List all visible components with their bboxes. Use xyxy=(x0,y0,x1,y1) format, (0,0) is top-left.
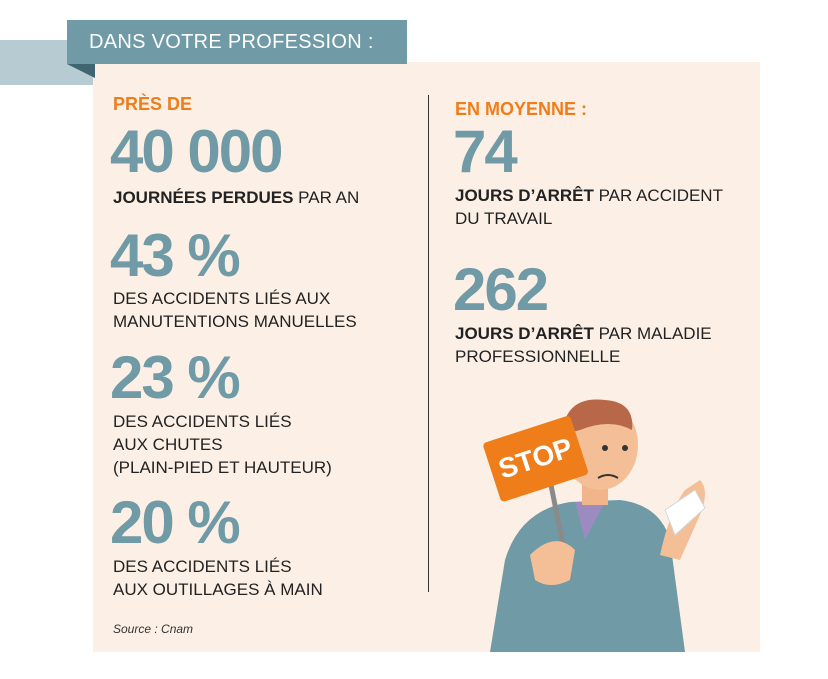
stat-text: JOURS D’ARRÊT PAR ACCIDENT DU TRAVAIL xyxy=(455,184,723,230)
text: DES ACCIDENTS LIÉS xyxy=(113,557,292,576)
text: AUX CHUTES xyxy=(113,435,223,454)
stop-sign: STOP xyxy=(483,416,588,502)
eye xyxy=(602,445,608,451)
body xyxy=(490,500,685,652)
text: MANUTENTIONS MANUELLES xyxy=(113,312,357,331)
intro: PRÈS DE xyxy=(113,94,193,114)
stat-text: JOURNÉES PERDUES PAR AN xyxy=(113,186,359,209)
bold-text: JOURS D’ARRÊT xyxy=(455,324,594,343)
text: PAR AN xyxy=(298,188,360,207)
bold-text: JOURNÉES PERDUES xyxy=(113,188,294,207)
bandage xyxy=(664,489,706,536)
stat-text: DES ACCIDENTS LIÉS AUX OUTILLAGES À MAIN xyxy=(113,555,323,601)
figure: 40 000 xyxy=(110,118,284,185)
eye xyxy=(622,445,628,451)
figure: 43 % xyxy=(110,222,241,289)
text: DES ACCIDENTS LIÉS xyxy=(113,412,292,431)
banner-fold xyxy=(67,64,95,78)
stat-text: DES ACCIDENTS LIÉS AUX CHUTES (PLAIN-PIED … xyxy=(113,410,332,479)
sign-board xyxy=(483,416,588,502)
stat-text: DES ACCIDENTS LIÉS AUX MANUTENTIONS MANUE… xyxy=(113,287,357,333)
hair xyxy=(562,399,633,435)
hand xyxy=(530,541,575,585)
stat-text: JOURS D’ARRÊT PAR MALADIE PROFESSIONNELLE xyxy=(455,322,712,368)
shirt xyxy=(575,502,605,540)
text: DU TRAVAIL xyxy=(455,209,553,228)
text: PROFESSIONNELLE xyxy=(455,347,621,366)
text: (PLAIN-PIED ET HAUTEUR) xyxy=(113,458,332,477)
bold-text: JOURS D’ARRÊT xyxy=(455,186,594,205)
figure: 74 xyxy=(453,118,518,185)
illustration: STOP xyxy=(483,399,706,652)
text: AUX OUTILLAGES À MAIN xyxy=(113,580,323,599)
text: PAR ACCIDENT xyxy=(598,186,723,205)
source: Source : Cnam xyxy=(113,622,194,636)
header-title: DANS VOTRE PROFESSION : xyxy=(67,20,407,64)
text: PAR MALADIE xyxy=(598,324,712,343)
figure: 20 % xyxy=(110,489,241,556)
figure: 262 xyxy=(453,256,549,323)
mouth xyxy=(597,474,619,479)
text: DES ACCIDENTS LIÉS AUX xyxy=(113,289,331,308)
intro: EN MOYENNE : xyxy=(455,99,588,119)
divider xyxy=(428,95,429,592)
figure: 23 % xyxy=(110,344,241,411)
